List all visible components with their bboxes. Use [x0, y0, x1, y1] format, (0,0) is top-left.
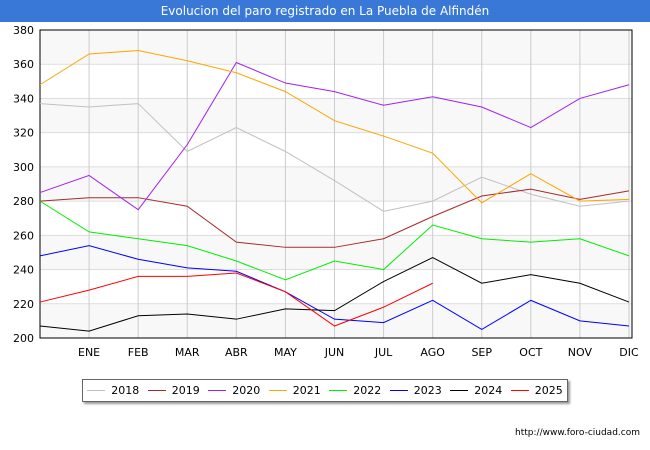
- x-tick-label: DIC: [619, 346, 639, 359]
- x-tick-label: ENE: [78, 346, 100, 359]
- legend-label: 2020: [232, 384, 261, 397]
- y-tick-label: 200: [13, 332, 34, 345]
- y-tick-label: 220: [13, 298, 34, 311]
- y-tick-label: 340: [13, 92, 34, 105]
- grid-band: [40, 98, 632, 133]
- legend-swatch: [147, 390, 166, 391]
- legend-item-2025: 2025: [510, 384, 563, 397]
- legend-label: 2019: [171, 384, 200, 397]
- series-line-2025: [39, 272, 433, 327]
- legend-label: 2021: [292, 384, 321, 397]
- series-line-2020: [39, 61, 630, 211]
- x-tick-label: SEP: [471, 346, 492, 359]
- legend-label: 2024: [474, 384, 503, 397]
- legend-item-2019: 2019: [147, 384, 200, 397]
- legend-item-2022: 2022: [329, 384, 381, 397]
- legend-item-2021: 2021: [268, 384, 321, 397]
- series-line-2022: [39, 200, 630, 281]
- y-tick-label: 280: [13, 195, 34, 208]
- legend-swatch: [510, 390, 529, 391]
- series-line-2019: [39, 188, 630, 248]
- legend-swatch: [87, 390, 106, 391]
- chart-title: Evolucion del paro registrado en La Pueb…: [0, 0, 650, 22]
- x-tick-label: JUN: [324, 346, 345, 359]
- legend-swatch: [450, 390, 469, 391]
- legend-swatch: [268, 390, 287, 391]
- grid-band: [40, 235, 632, 270]
- series-line-2021: [39, 50, 630, 204]
- legend-label: 2025: [534, 384, 563, 397]
- legend-item-2018: 2018: [87, 384, 139, 397]
- x-tick-label: AGO: [420, 346, 445, 359]
- legend-label: 2023: [413, 384, 442, 397]
- series-line-2024: [39, 257, 630, 332]
- grid-band: [40, 166, 632, 202]
- series-line-2018: [39, 103, 630, 212]
- y-tick-label: 360: [13, 58, 34, 71]
- legend-swatch: [208, 390, 227, 391]
- grid-band: [40, 30, 632, 65]
- series-line-2023: [39, 245, 630, 331]
- legend-item-2023: 2023: [389, 384, 442, 397]
- legend-label: 2018: [111, 384, 140, 397]
- y-tick-label: 320: [13, 127, 34, 140]
- plot-border: [39, 29, 633, 339]
- footer-url[interactable]: http://www.foro-ciudad.com: [515, 428, 640, 438]
- y-tick-label: 380: [13, 24, 34, 37]
- x-tick-label: JUL: [374, 346, 393, 359]
- x-tick-label: ABR: [225, 346, 248, 359]
- x-tick-label: MAY: [274, 346, 297, 359]
- x-tick-label: FEB: [128, 346, 149, 359]
- legend-swatch: [329, 390, 348, 391]
- grid-band: [40, 303, 632, 338]
- y-tick-label: 300: [13, 161, 34, 174]
- x-tick-label: OCT: [519, 346, 542, 359]
- legend-label: 2022: [353, 384, 382, 397]
- y-tick-label: 260: [13, 229, 34, 242]
- legend-item-2024: 2024: [450, 384, 502, 397]
- legend-swatch: [389, 390, 408, 391]
- y-tick-label: 240: [13, 264, 34, 277]
- x-tick-label: NOV: [568, 346, 593, 359]
- legend: 2018 2019 2020 2021 2022 2023 2024 2025: [82, 379, 568, 402]
- x-tick-label: MAR: [175, 346, 200, 359]
- legend-item-2020: 2020: [208, 384, 260, 397]
